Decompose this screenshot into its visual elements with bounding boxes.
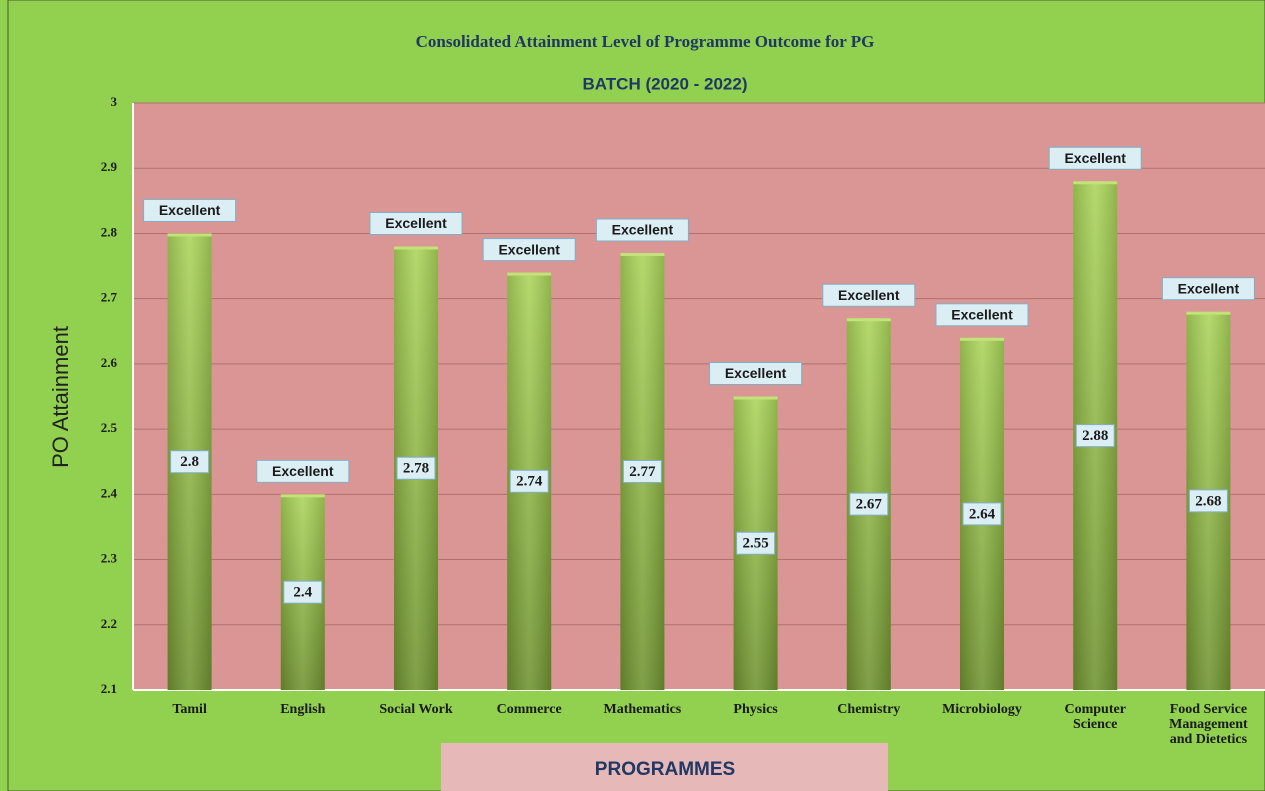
bar-cap	[1073, 181, 1118, 185]
x-tick-label: Physics	[733, 702, 778, 717]
value-label-box	[962, 502, 1002, 526]
value-label-box	[396, 456, 436, 480]
bar-cap	[394, 246, 438, 250]
bar-annotation-box	[482, 238, 576, 262]
x-tick-label: Tamil	[172, 702, 207, 717]
value-label: 2.55	[742, 536, 768, 552]
bar-cap	[167, 233, 212, 237]
bar-annotation: Excellent	[272, 463, 334, 479]
bar-annotation: Excellent	[498, 241, 560, 257]
chart-title: Consolidated Attainment Level of Program…	[416, 32, 875, 51]
x-tick-label: Computer Science	[1064, 702, 1126, 732]
value-label-box	[849, 492, 889, 516]
y-tick-label: 2.9	[101, 159, 118, 174]
bar-cap	[507, 272, 552, 276]
bar-cap	[733, 396, 778, 400]
bar-annotation: Excellent	[159, 202, 221, 218]
bar-annotation: Excellent	[1178, 280, 1240, 296]
value-label: 2.8	[180, 454, 199, 470]
value-label-box	[1075, 424, 1115, 448]
x-tick-label: Microbiology	[942, 702, 1022, 717]
bar-annotation: Excellent	[385, 215, 447, 231]
y-tick-label: 2.2	[101, 616, 117, 631]
bar-cap	[280, 494, 325, 498]
bar-annotation: Excellent	[1064, 150, 1126, 166]
value-label: 2.77	[629, 464, 656, 480]
value-label: 2.4	[293, 585, 312, 601]
value-label: 2.74	[516, 474, 543, 490]
y-tick-label: 2.3	[101, 551, 118, 566]
x-tick-label: English	[280, 702, 326, 717]
x-tick-label: Social Work	[379, 702, 453, 717]
bar-annotation-box	[1048, 146, 1142, 170]
bar-annotation-box	[369, 211, 463, 235]
y-axis-title: PO Attainment	[48, 326, 73, 468]
bar-annotation: Excellent	[951, 307, 1013, 323]
bar-annotation-box	[1161, 277, 1255, 301]
chart-subtitle: BATCH (2020 - 2022)	[582, 74, 747, 93]
bar-annotation: Excellent	[725, 365, 787, 381]
value-label: 2.88	[1082, 428, 1108, 444]
value-label-box	[170, 450, 210, 474]
bar-annotation: Excellent	[838, 287, 900, 303]
bar-annotation-box	[256, 459, 350, 483]
value-label: 2.78	[403, 461, 429, 477]
value-label-box	[1188, 489, 1228, 513]
x-tick-label: Commerce	[496, 702, 562, 717]
bar-annotation-box	[709, 362, 803, 385]
y-tick-label: 2.5	[101, 420, 118, 435]
value-label-box	[622, 460, 662, 484]
x-axis-title-box	[441, 743, 888, 791]
x-tick-label: Food Service Management and Dietetics	[1169, 702, 1248, 747]
y-tick-label: 2.4	[101, 485, 118, 500]
y-tick-label: 2.7	[101, 290, 118, 305]
bar-cap	[620, 253, 665, 257]
bar-annotation: Excellent	[612, 222, 674, 238]
bar-annotation-box	[935, 303, 1029, 327]
x-axis-title: PROGRAMMES	[595, 759, 735, 780]
bar-annotation-box	[595, 218, 689, 242]
value-label-box	[509, 469, 549, 493]
bar-cap	[960, 337, 1004, 341]
bar-cap	[846, 318, 891, 322]
x-tick-label: Chemistry	[837, 702, 901, 717]
bar-cap	[1186, 311, 1231, 315]
bar-annotation-box	[143, 198, 237, 222]
value-label-box	[283, 580, 323, 604]
y-tick-label: 3	[111, 94, 118, 109]
value-label-box	[736, 531, 776, 555]
value-label: 2.67	[856, 497, 883, 513]
y-tick-label: 2.6	[101, 355, 118, 370]
value-label: 2.68	[1195, 493, 1221, 509]
value-label: 2.64	[969, 506, 996, 522]
bar-annotation-box	[822, 283, 916, 307]
y-tick-label: 2.1	[101, 681, 117, 696]
x-tick-label: Mathematics	[603, 702, 682, 717]
y-tick-label: 2.8	[101, 224, 118, 239]
